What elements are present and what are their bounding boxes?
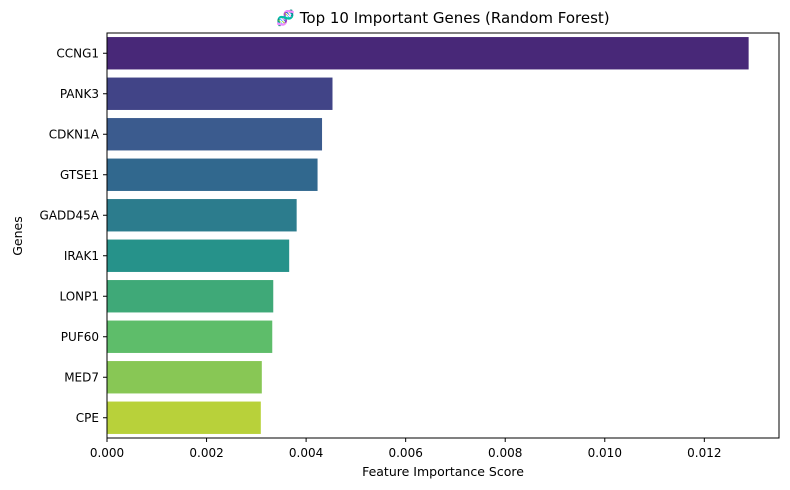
plot-frame (106, 32, 780, 439)
bar-med7 (107, 361, 262, 394)
x-tick-label: 0.010 (588, 446, 622, 460)
y-tick-label: LONP1 (59, 289, 99, 303)
y-tick-label: CCNG1 (56, 46, 99, 60)
bar-gtse1 (107, 158, 318, 191)
y-tick-label: IRAK1 (64, 249, 99, 263)
x-tick-label: 0.006 (388, 446, 422, 460)
y-tick-label: CDKN1A (49, 127, 100, 141)
y-tick-label: CPE (76, 411, 99, 425)
y-tick-label: MED7 (64, 370, 99, 384)
x-tick-label: 0.012 (687, 446, 721, 460)
bars-group (107, 37, 749, 434)
bar-ccng1 (107, 37, 749, 70)
x-tick-label: 0.000 (90, 446, 124, 460)
bar-puf60 (107, 320, 273, 353)
bar-cpe (107, 401, 261, 434)
x-axis-ticks: 0.000 0.002 0.004 0.006 0.008 0.010 0.012 (90, 438, 722, 460)
y-tick-label: GADD45A (40, 208, 100, 222)
bar-gadd45a (107, 199, 297, 232)
y-tick-label: PANK3 (60, 87, 99, 101)
bar-pank3 (107, 77, 333, 110)
x-axis-label: Feature Importance Score (362, 464, 524, 479)
y-tick-label: PUF60 (61, 330, 99, 344)
x-tick-label: 0.004 (289, 446, 323, 460)
bar-cdkn1a (107, 118, 323, 151)
bar-lonp1 (107, 280, 274, 313)
y-axis-ticks: CCNG1 PANK3 CDKN1A GTSE1 GADD45A IRAK1 LONP1 PU… (40, 46, 107, 425)
chart-title: 🧬 Top 10 Important Genes (Random Forest) (276, 8, 609, 27)
x-tick-label: 0.008 (488, 446, 522, 460)
x-tick-label: 0.002 (189, 446, 223, 460)
bar-irak1 (107, 239, 290, 272)
y-tick-label: GTSE1 (60, 168, 99, 182)
y-axis-label: Genes (10, 216, 25, 256)
